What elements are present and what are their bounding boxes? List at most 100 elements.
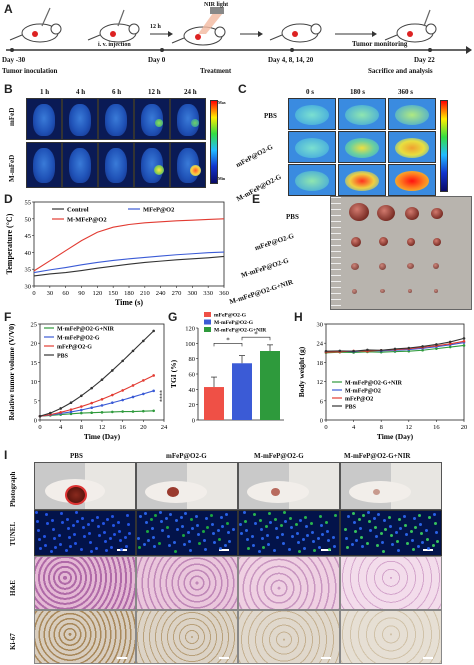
panel-i-label: I bbox=[4, 448, 8, 462]
y-tick-label: 50 bbox=[25, 216, 32, 223]
cell-nucleus bbox=[412, 548, 415, 551]
data-point bbox=[80, 408, 83, 412]
x-tick-label: 150 bbox=[108, 290, 118, 297]
data-point bbox=[59, 411, 62, 414]
data-point bbox=[80, 405, 83, 408]
cell-nucleus bbox=[373, 517, 376, 520]
cell-nucleus bbox=[283, 511, 286, 514]
cell-nucleus bbox=[198, 542, 201, 545]
data-point bbox=[69, 412, 73, 416]
cell-nucleus bbox=[240, 532, 243, 535]
cell-nucleus bbox=[195, 515, 198, 518]
cell-nucleus bbox=[327, 539, 330, 542]
cell-nucleus bbox=[152, 536, 155, 539]
legend-label: M-mFeP@O2-G+NIR bbox=[214, 328, 267, 334]
cell-nucleus bbox=[328, 548, 331, 551]
cell-nucleus bbox=[165, 517, 168, 520]
c-image-m-mfep-0s bbox=[288, 164, 336, 196]
b-row-m-mfed: M-mFeD bbox=[8, 154, 16, 182]
cell-nucleus bbox=[239, 523, 242, 526]
b-image-m-mfed-6h bbox=[98, 142, 134, 188]
i-ki67-m-mfep-nir bbox=[340, 610, 442, 664]
data-point bbox=[69, 408, 73, 411]
c-image-m-mfep-360s bbox=[388, 164, 436, 196]
cell-nucleus bbox=[105, 549, 108, 552]
cell-nucleus bbox=[404, 524, 407, 527]
cell-nucleus bbox=[166, 526, 169, 529]
injection-label: i. v. injection bbox=[98, 42, 131, 48]
b-time-2: 4 h bbox=[76, 88, 86, 96]
cell-nucleus bbox=[318, 546, 321, 549]
cell-nucleus bbox=[353, 521, 356, 524]
y-axis-label: Temperature (°C) bbox=[5, 213, 14, 274]
data-point bbox=[338, 349, 342, 353]
cell-nucleus bbox=[125, 545, 128, 548]
cell-nucleus bbox=[420, 532, 423, 535]
cell-nucleus bbox=[80, 548, 83, 551]
cell-nucleus bbox=[191, 527, 194, 530]
cell-nucleus bbox=[50, 550, 53, 553]
data-point bbox=[111, 410, 114, 414]
cell-nucleus bbox=[245, 529, 248, 532]
cell-nucleus bbox=[262, 546, 265, 549]
data-point bbox=[100, 404, 104, 407]
cell-nucleus bbox=[81, 517, 84, 520]
cell-nucleus bbox=[276, 536, 279, 539]
c-image-m-mfep-180s bbox=[338, 164, 386, 196]
cell-nucleus bbox=[266, 534, 269, 537]
data-point bbox=[448, 345, 452, 349]
legend-label: PBS bbox=[345, 405, 357, 411]
cell-nucleus bbox=[220, 516, 223, 519]
data-point bbox=[448, 340, 452, 344]
legend-swatch bbox=[204, 319, 211, 325]
plot-frame bbox=[325, 323, 465, 421]
cell-nucleus bbox=[58, 534, 61, 537]
data-point bbox=[121, 389, 124, 392]
cell-nucleus bbox=[398, 518, 401, 521]
cell-nucleus bbox=[218, 538, 221, 541]
data-point bbox=[100, 378, 104, 381]
cell-nucleus bbox=[126, 514, 129, 517]
y-tick-label: 10 bbox=[31, 379, 38, 386]
day-treatment-label: Day 4, 8, 14, 20 bbox=[268, 56, 314, 64]
x-tick-label: 8 bbox=[80, 424, 83, 431]
cell-nucleus bbox=[168, 544, 171, 547]
cell-nucleus bbox=[72, 524, 75, 527]
cell-nucleus bbox=[359, 527, 362, 530]
y-tick-label: 0 bbox=[192, 418, 195, 425]
cell-nucleus bbox=[113, 533, 116, 536]
e-tumor-photo bbox=[330, 196, 472, 310]
cell-nucleus bbox=[296, 532, 299, 535]
legend-label: PBS bbox=[57, 354, 69, 360]
cell-nucleus bbox=[150, 518, 153, 521]
cell-nucleus bbox=[258, 550, 261, 553]
cell-nucleus bbox=[73, 533, 76, 536]
x-tick-label: 270 bbox=[172, 290, 182, 297]
data-point bbox=[131, 410, 135, 413]
i-photo-m-mfep bbox=[238, 462, 340, 510]
cell-nucleus bbox=[51, 519, 54, 522]
cell-nucleus bbox=[302, 538, 305, 541]
b-image-mfed-1h bbox=[26, 98, 62, 140]
cell-nucleus bbox=[290, 526, 293, 529]
cell-nucleus bbox=[410, 530, 413, 533]
cell-nucleus bbox=[225, 513, 228, 516]
i-ki67-mfep bbox=[136, 610, 238, 664]
cell-nucleus bbox=[98, 534, 101, 537]
data-point bbox=[421, 348, 424, 352]
panel-g-label: G bbox=[168, 310, 178, 324]
cell-nucleus bbox=[306, 534, 309, 537]
chart-f: 0 4 8 12 16 20 24 0 5 10 15 20 25 Time (Day) Relative … bbox=[7, 322, 168, 442]
cell-nucleus bbox=[273, 549, 276, 552]
i-ki67-m-mfep bbox=[238, 610, 340, 664]
cell-nucleus bbox=[432, 544, 435, 547]
b-image-mfed-6h bbox=[98, 98, 134, 140]
cell-nucleus bbox=[310, 522, 313, 525]
mouse-illustration-2 bbox=[87, 23, 140, 43]
cell-nucleus bbox=[59, 543, 62, 546]
chart-h: 0 4 8 12 16 20 0 6 12 18 24 30 Time (Day) Body weight… bbox=[297, 322, 467, 442]
y-tick-label: 120 bbox=[185, 326, 195, 333]
cell-nucleus bbox=[158, 542, 161, 545]
data-point bbox=[80, 394, 83, 398]
cell-nucleus bbox=[305, 525, 308, 528]
